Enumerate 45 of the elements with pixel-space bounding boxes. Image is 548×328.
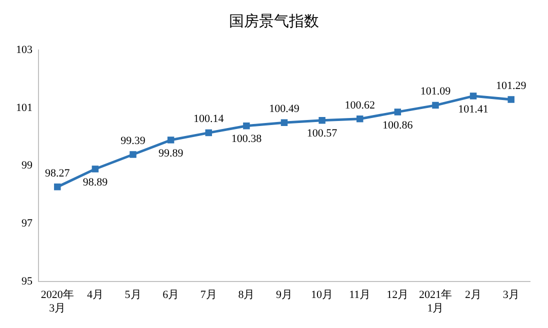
- point: [280, 119, 288, 126]
- y-tick-label: 99: [22, 160, 33, 172]
- point: [167, 136, 174, 144]
- x-tick-label: 4月: [86, 289, 104, 302]
- data-label: 101.29: [496, 80, 527, 92]
- point: [130, 151, 136, 158]
- x-tick-label: 7月: [200, 289, 217, 302]
- x-tick-label: 2021年 1月: [418, 289, 452, 314]
- data-label: 100.62: [344, 99, 375, 112]
- data-label: 99.39: [120, 134, 146, 147]
- point: [432, 102, 439, 109]
- y-tick-label: 95: [22, 275, 33, 288]
- x-tick-label: 8月: [238, 289, 255, 302]
- y-tick-label: 97: [22, 218, 33, 230]
- point: [470, 92, 477, 100]
- y-tick-label: 101: [16, 102, 32, 114]
- y-tick-label: 103: [16, 44, 33, 56]
- point: [92, 166, 99, 172]
- x-tick-label: 5月: [124, 289, 142, 302]
- data-label: 101.41: [458, 103, 488, 116]
- point: [243, 122, 250, 130]
- x-tick-label: 9月: [276, 289, 292, 302]
- point: [356, 116, 364, 122]
- data-label: 100.57: [306, 128, 338, 140]
- data-label: 100.86: [382, 119, 414, 132]
- data-label: 99.89: [158, 147, 184, 160]
- x-tick-label: 6月: [162, 289, 180, 302]
- point: [508, 96, 514, 103]
- data-label: 100.38: [231, 133, 262, 146]
- x-tick-label: 2月: [465, 289, 482, 302]
- point: [205, 129, 212, 136]
- x-tick-label: 2020年 3月: [40, 289, 74, 314]
- data-label: 98.27: [45, 167, 70, 180]
- point: [54, 184, 61, 190]
- x-tick-label: 12月: [386, 289, 409, 302]
- data-label: 98.89: [82, 176, 108, 188]
- data-label: 100.14: [194, 113, 224, 126]
- point: [318, 116, 326, 124]
- x-tick-label: 10月: [311, 289, 334, 302]
- chart-title: 国房景气指数: [228, 12, 320, 31]
- x-tick-label: 11月: [349, 289, 371, 302]
- x-tick-label: 3月: [502, 289, 520, 302]
- data-label: 100.49: [269, 103, 300, 116]
- data-label: 101.09: [420, 86, 452, 98]
- point: [394, 108, 402, 116]
